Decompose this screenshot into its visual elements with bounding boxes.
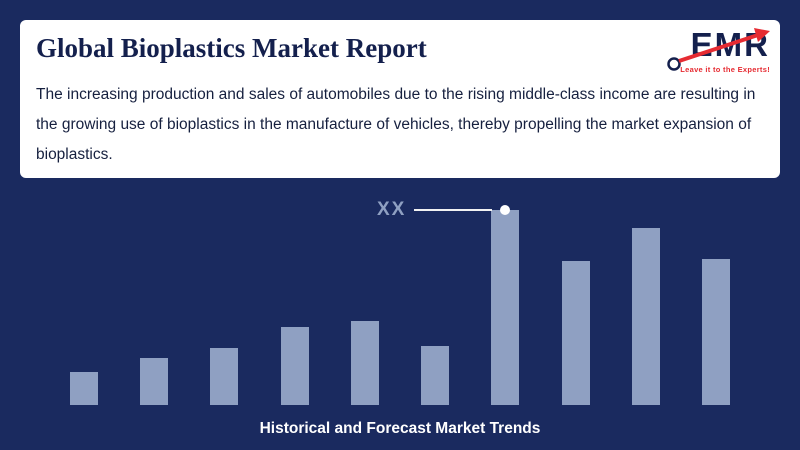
header-card: Global Bioplastics Market Report The inc… <box>20 20 780 178</box>
chart-caption: Historical and Forecast Market Trends <box>259 420 541 437</box>
annotation-label: XX <box>377 199 407 220</box>
bar <box>350 321 379 405</box>
page-title: Global Bioplastics Market Report <box>36 33 427 63</box>
report-description: The increasing production and sales of a… <box>36 86 756 163</box>
bar <box>421 346 450 405</box>
bar <box>210 348 239 405</box>
emr-logo-tagline: Leave it to the Experts! <box>680 65 770 74</box>
bar <box>280 327 309 405</box>
emr-logo: EMR Leave it to the Experts! <box>666 26 770 84</box>
bar <box>701 259 730 405</box>
annotation-dot <box>500 205 511 215</box>
bar-chart <box>70 205 730 405</box>
bar <box>561 261 590 405</box>
bar <box>140 358 169 405</box>
annotation-line <box>414 209 493 211</box>
bar <box>631 228 660 405</box>
bar <box>70 372 98 405</box>
bar <box>491 210 520 405</box>
chart-area: XX <box>70 199 730 405</box>
value-annotation: XX <box>377 199 511 221</box>
emr-logo-text: EMR <box>690 26 770 63</box>
